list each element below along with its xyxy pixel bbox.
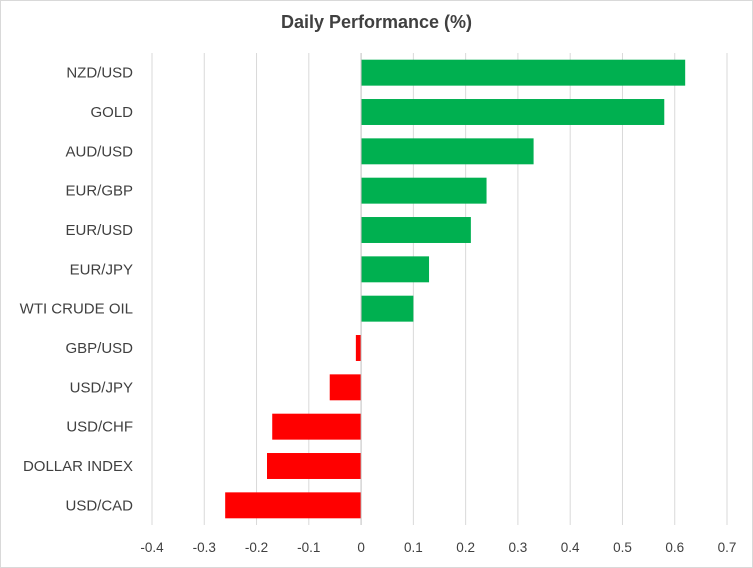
category-label: EUR/USD [65,222,133,239]
x-tick-label: 0.5 [613,540,632,555]
bar [329,374,362,401]
category-label: NZD/USD [66,65,133,82]
x-tick-label: -0.3 [193,540,216,555]
bars [225,59,686,519]
category-label: EUR/JPY [70,261,133,278]
bar [225,492,362,519]
category-label: WTI CRUDE OIL [20,301,133,318]
bar [272,413,362,440]
x-tick-label: 0.1 [404,540,423,555]
bar [361,217,471,243]
x-tick-label: 0.4 [561,540,580,555]
category-label: USD/JPY [70,379,133,396]
category-label: USD/CHF [66,419,133,436]
chart-title: Daily Performance (%) [280,12,473,32]
bar [361,99,665,125]
bar [361,295,414,322]
bar [361,138,534,165]
x-tick-label: -0.2 [245,540,268,555]
bar [361,59,686,86]
labels: -0.4 -0.3 -0.2 -0.1 0 0.1 0.2 0.3 0.4 0.5 0.6 0.7 NZ… [20,65,737,555]
category-label: GOLD [90,104,133,121]
x-tick-label: -0.1 [297,540,320,555]
x-tick-label: 0 [357,540,365,555]
category-label: AUD/USD [65,143,133,160]
x-tick-label: 0.6 [665,540,684,555]
category-label: GBP/USD [65,340,133,357]
category-label: USD/CAD [65,497,133,514]
category-label: DOLLAR INDEX [23,458,133,475]
bar [361,256,430,283]
x-tick-label: -0.4 [140,540,164,555]
gridlines [151,53,728,525]
x-tick-label: 0.3 [509,540,528,555]
bar [267,453,362,479]
bar [355,335,362,361]
x-tick-label: 0.2 [456,540,475,555]
bar [361,177,487,204]
category-label: EUR/GBP [65,183,133,200]
x-tick-label: 0.7 [718,540,737,555]
